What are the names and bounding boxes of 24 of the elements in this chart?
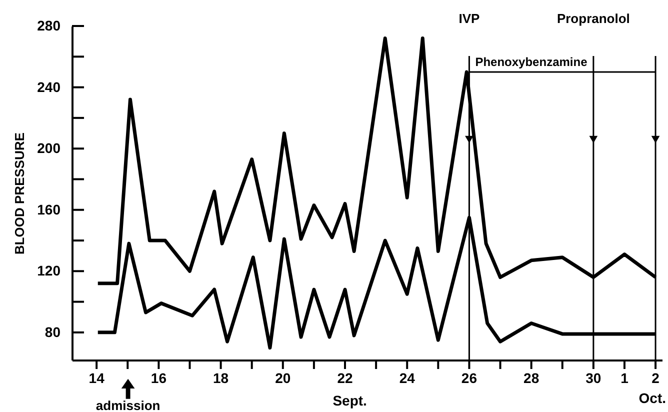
x-tick-label: 22 [337,370,353,386]
x-axis-title: Sept. [332,392,367,408]
text: admission [96,398,160,412]
x-tick-label: 18 [213,370,229,386]
x-tick-label: 16 [150,370,167,386]
y-tick-label: 80 [44,324,61,340]
y-tick-label: 200 [37,140,61,156]
y-tick-label: 120 [37,262,61,279]
y-tick-label: 280 [37,18,61,34]
x-tick-label: 24 [399,370,416,386]
y-tick-label: 160 [37,201,61,218]
ref-line-label: IVP [458,11,480,26]
x-tick-label: 30 [586,370,602,386]
annotation: Phenoxybenzamine [475,54,588,69]
text: Oct. [638,390,666,406]
x-tick-label: 28 [524,370,540,386]
x-tick-label: 2 [652,370,660,386]
y-axis-title: BLOOD PRESSURE [12,132,28,255]
y-tick-label: 240 [37,78,61,95]
x-tick-label: 20 [275,370,291,386]
x-tick-label: 14 [88,370,105,386]
x-tick-label: 1 [620,370,629,386]
ref-line-label: Propranolol [556,11,630,26]
x-tick-label: 26 [461,370,478,386]
